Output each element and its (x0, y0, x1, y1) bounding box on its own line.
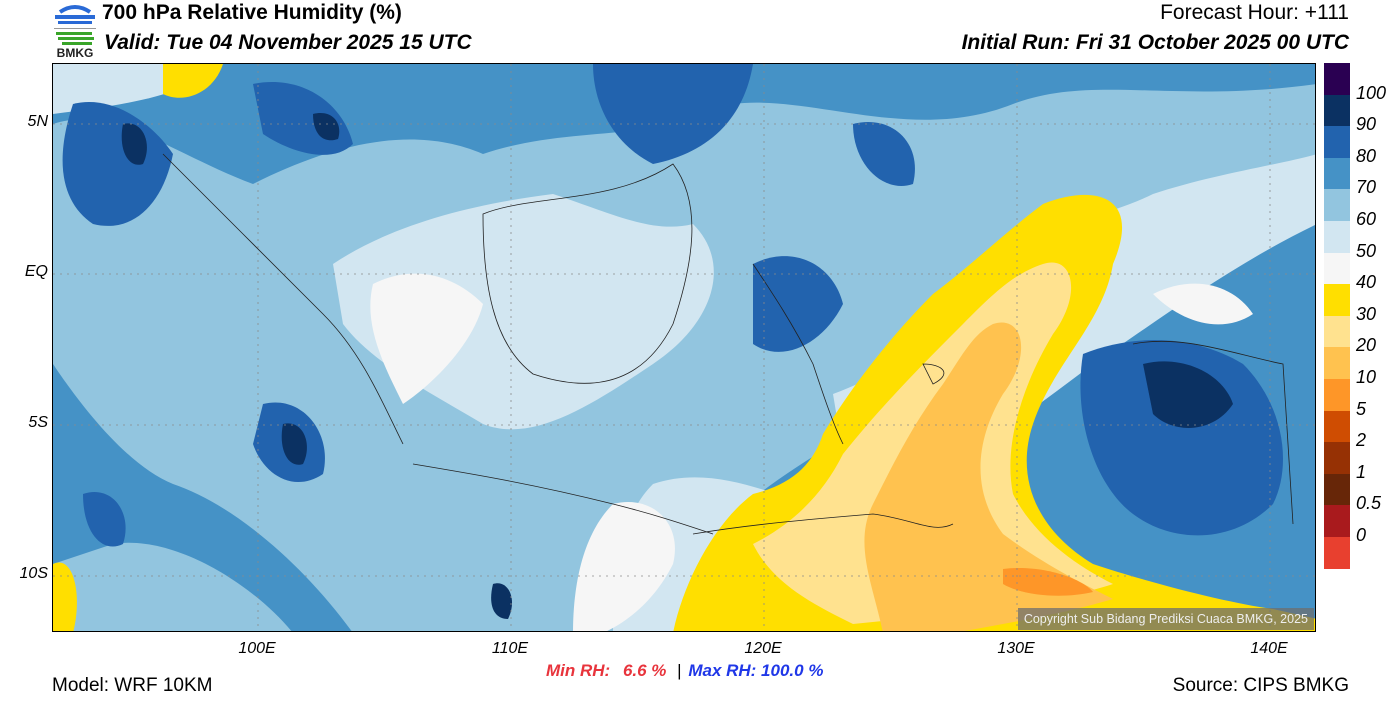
lon-tick-label: 100E (238, 640, 276, 657)
colorbar-label: 30 (1356, 303, 1377, 324)
rh-60-70-field (53, 84, 1315, 631)
rh-5-10-field (1003, 568, 1093, 596)
logo-text: BMKG (56, 46, 94, 60)
bmkg-logo: BMKG (52, 2, 98, 60)
max-rh: Max RH: 100.0 % (688, 661, 824, 680)
colorbar-swatch (1324, 536, 1350, 569)
lat-tick-label: EQ (24, 263, 48, 280)
colorbar-label: 0.5 (1356, 493, 1382, 514)
lon-tick-label: 110E (491, 640, 529, 657)
valid-time: Valid: Tue 04 November 2025 15 UTC (104, 31, 472, 54)
lat-tick-label: 5N (27, 113, 48, 130)
lat-tick-label: 5S (28, 414, 48, 431)
rh-90-100-field (121, 113, 1233, 619)
colorbar-label: 80 (1356, 145, 1377, 166)
lon-tick-label: 130E (997, 640, 1035, 657)
colorbar-label: 50 (1356, 240, 1377, 261)
colorbar-swatch (1324, 442, 1350, 474)
colorbar-label: 0 (1356, 525, 1367, 545)
colorbar-swatch (1324, 473, 1350, 506)
copyright-notice: Copyright Sub Bidang Prediksi Cuaca BMKG… (1017, 608, 1314, 630)
colorbar (1324, 63, 1350, 569)
separator: | (677, 661, 682, 680)
rh-80-90-field (62, 64, 1283, 547)
forecast-hour: Forecast Hour: +111 (1160, 1, 1349, 24)
min-rh-label: Min RH: (546, 661, 611, 680)
colorbar-swatch (1324, 189, 1350, 221)
lat-tick-label: 10S (19, 565, 48, 582)
colorbar-swatch (1324, 347, 1350, 379)
colorbar-swatch (1324, 505, 1350, 537)
colorbar-swatch (1324, 284, 1350, 316)
colorbar-label: 100 (1356, 82, 1387, 103)
colorbar-swatch (1324, 252, 1350, 285)
colorbar-label: 5 (1356, 398, 1367, 419)
source-label: Source: CIPS BMKG (1172, 675, 1349, 696)
lat-lon-grid (53, 64, 1315, 631)
lon-tick-label: 120E (744, 640, 782, 657)
colorbar-label: 40 (1356, 272, 1377, 293)
colorbar-swatch (1324, 410, 1350, 443)
colorbar-label: 20 (1356, 335, 1377, 356)
colorbar-swatch (1324, 157, 1350, 190)
coastlines (162, 153, 1294, 535)
lon-tick-label: 140E (1250, 640, 1288, 657)
humidity-map (52, 63, 1316, 632)
colorbar-label: 1 (1356, 461, 1367, 482)
colorbar-swatch (1324, 63, 1350, 95)
colorbar-label: 2 (1356, 430, 1367, 451)
colorbar-swatch (1324, 94, 1350, 127)
initial-run: Initial Run: Fri 31 October 2025 00 UTC (961, 31, 1349, 54)
model-label: Model: WRF 10KM (52, 675, 213, 696)
colorbar-label: 10 (1356, 367, 1377, 387)
colorbar-label: 70 (1356, 177, 1377, 198)
chart-title: 700 hPa Relative Humidity (%) (102, 1, 402, 24)
min-max-rh: Min RH: 6.6 % | Max RH: 100.0 % (546, 661, 823, 681)
colorbar-swatch (1324, 220, 1350, 253)
colorbar-label: 90 (1356, 114, 1377, 135)
colorbar-swatch (1324, 126, 1350, 158)
colorbar-swatch (1324, 315, 1350, 348)
colorbar-swatch (1324, 378, 1350, 411)
rh-10-20-field (864, 322, 1113, 631)
min-rh-value: 6.6 % (622, 661, 667, 680)
colorbar-label: 60 (1356, 209, 1377, 229)
